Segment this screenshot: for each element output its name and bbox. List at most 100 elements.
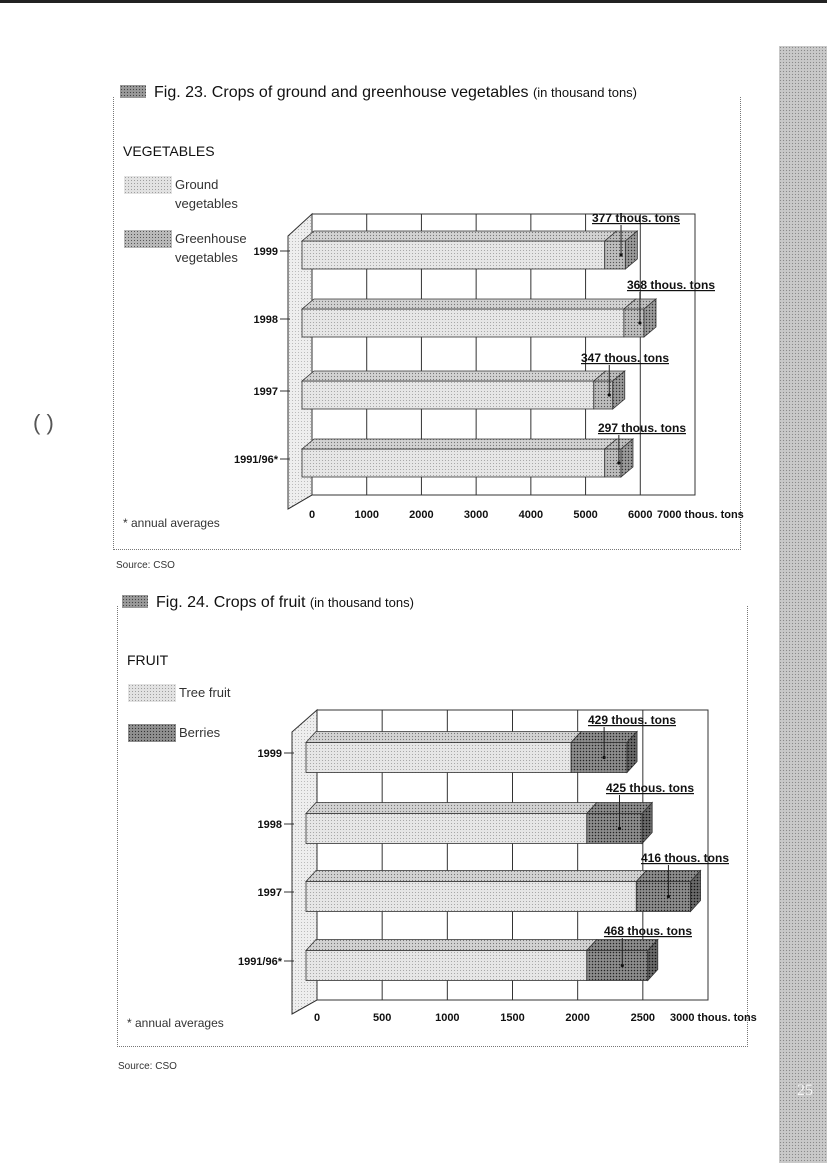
fig24-tick-label: 1000 bbox=[435, 1012, 459, 1024]
fig23-tick-label: 4000 bbox=[519, 509, 543, 521]
fig24-bar-side bbox=[647, 938, 659, 982]
fig23-floor-edge bbox=[287, 494, 313, 510]
fig23-tick-label: 5000 bbox=[573, 509, 597, 521]
fig24-tick-label: 1500 bbox=[500, 1012, 524, 1024]
fig23-legend-ground: Ground vegetables bbox=[123, 175, 255, 213]
fig23-bar-top-a bbox=[300, 370, 607, 382]
fig23-bar-side bbox=[620, 438, 634, 478]
fig24-annotation: 416 thous. tons bbox=[641, 851, 729, 865]
fig24-tick-label: 500 bbox=[373, 1012, 391, 1024]
fig23-source: Source: CSO bbox=[116, 560, 175, 571]
fig24-category-label: 1999 bbox=[258, 748, 282, 760]
fig23-bar-side bbox=[624, 230, 638, 270]
fig23-bar-ground-vegetables bbox=[301, 240, 606, 270]
fig24-legend-tree-label: Tree fruit bbox=[179, 685, 231, 700]
fig24-tick-label: 2500 bbox=[631, 1012, 655, 1024]
fig23-annotation: 368 thous. tons bbox=[627, 278, 715, 292]
fig23-annotation-dot bbox=[607, 393, 611, 397]
fig24-tick-label: 2000 bbox=[565, 1012, 589, 1024]
fig23-legend-greenhouse-label: Greenhouse vegetables bbox=[175, 231, 247, 265]
fig23-unit: (in thousand tons) bbox=[532, 85, 638, 100]
fig23-bar-ground-vegetables bbox=[301, 380, 595, 410]
fig24-frame bbox=[117, 606, 748, 1047]
fig23-annotation: 297 thous. tons bbox=[598, 421, 686, 435]
fig23-category-label: 1997 bbox=[254, 386, 278, 398]
fig24-annotation-dot bbox=[620, 963, 624, 968]
fig23-annotation-dot bbox=[619, 253, 623, 257]
fig24-category-label: 1991/96* bbox=[238, 956, 283, 968]
fig23-tick-label: 7000 thous. tons bbox=[657, 509, 744, 521]
fig23-category-label: 1998 bbox=[254, 314, 278, 326]
fig24-bar-tree-fruit bbox=[305, 881, 637, 912]
fig23-bar-side bbox=[643, 298, 657, 338]
fig23-chart: 0 1000 2000 3000 4000 5000 6000 7000 thous. ton… bbox=[234, 211, 744, 521]
fig23-annotation-dot bbox=[638, 321, 642, 325]
fig23-legend-ground-swatch bbox=[123, 175, 173, 195]
fig24-bar-side bbox=[690, 869, 701, 913]
fig23-tick-label: 3000 bbox=[464, 509, 488, 521]
fig24-bar-berries bbox=[586, 813, 643, 844]
fig24-category-title: FRUIT bbox=[127, 652, 169, 668]
fig23-legend-greenhouse-swatch bbox=[123, 229, 173, 249]
fig23-bar-side bbox=[612, 370, 626, 410]
fig24-legend-berries-label: Berries bbox=[179, 725, 221, 740]
fig24-floor-edge bbox=[291, 999, 318, 1015]
fig24-label: Fig. 24. Crops of fruit bbox=[156, 594, 306, 611]
fig24-bar-berries bbox=[635, 881, 691, 912]
fig24-bar-berries bbox=[586, 950, 649, 981]
fig24-bar-side bbox=[641, 801, 653, 845]
fig24-tick-label: 0 bbox=[314, 1012, 320, 1024]
fig24-bar-berries bbox=[570, 742, 628, 773]
fig24-bar-top-a bbox=[305, 870, 648, 882]
fig23-bar-ground-vegetables bbox=[301, 448, 606, 478]
fig23-tick-label: 0 bbox=[309, 509, 315, 521]
fig23-title: Fig. 23. Crops of ground and greenhouse … bbox=[120, 84, 637, 102]
fig23-bar-ground-vegetables bbox=[301, 308, 625, 338]
fig23-label: Fig. 23. Crops of ground and greenhouse … bbox=[154, 84, 529, 101]
fig24-annotation-dot bbox=[602, 755, 606, 760]
fig24-annotation-dot bbox=[666, 894, 671, 899]
fig24-annotation: 468 thous. tons bbox=[604, 924, 692, 938]
margin-bracket-left: ( ) bbox=[33, 410, 54, 435]
fig24-unit: (in thousand tons) bbox=[309, 595, 414, 610]
fig24-bar-tree-fruit bbox=[305, 813, 588, 844]
fig24-bar-tree-fruit bbox=[305, 950, 588, 981]
fig24-category-label: 1998 bbox=[258, 819, 282, 831]
side-strip bbox=[779, 46, 827, 1163]
fig24-bar-top-a bbox=[305, 802, 598, 814]
fig23-bar-top-a bbox=[300, 438, 618, 450]
fig23-annotation: 347 thous. tons bbox=[581, 351, 669, 365]
fig24-footnote: * annual averages bbox=[127, 1016, 224, 1030]
fig24-bar-top-a bbox=[305, 939, 598, 951]
fig23-frame bbox=[113, 97, 741, 550]
fig23-category-title: VEGETABLES bbox=[123, 143, 215, 159]
fig23-bar-top-a bbox=[300, 230, 618, 242]
top-rule bbox=[0, 0, 827, 3]
fig23-annotation-dot bbox=[617, 461, 621, 465]
fig23-tick-label: 2000 bbox=[409, 509, 433, 521]
fig24-category-label: 1997 bbox=[258, 887, 282, 899]
fig23-bar-top-a bbox=[300, 298, 637, 310]
fig24-bar-side bbox=[626, 730, 638, 774]
fig23-legend-greenhouse: Greenhouse vegetables bbox=[123, 229, 255, 267]
fig23-category-label: 1999 bbox=[254, 246, 278, 258]
fig24-source: Source: CSO bbox=[118, 1061, 177, 1072]
fig24-legend-tree-swatch bbox=[127, 683, 177, 703]
fig23-annotation: 377 thous. tons bbox=[592, 211, 680, 225]
fig23-footnote: * annual averages bbox=[123, 516, 220, 530]
fig23-category-label: 1991/96* bbox=[234, 454, 279, 466]
fig23-tick-label: 1000 bbox=[354, 509, 378, 521]
fig23-plot-frame bbox=[311, 213, 696, 496]
fig23-legend-ground-label: Ground vegetables bbox=[175, 177, 238, 211]
fig24-bar-top-a bbox=[305, 731, 583, 743]
fig24-bar-tree-fruit bbox=[305, 742, 572, 773]
fig24-annotation: 429 thous. tons bbox=[588, 713, 676, 727]
fig24-legend-tree: Tree fruit bbox=[127, 683, 259, 703]
fig23-tick-label: 6000 bbox=[628, 509, 652, 521]
fig23-title-marker bbox=[120, 85, 146, 98]
fig24-annotation: 425 thous. tons bbox=[606, 781, 694, 795]
page-number: 25 bbox=[797, 1082, 813, 1099]
fig24-annotation-dot bbox=[617, 826, 622, 831]
fig24-title: Fig. 24. Crops of fruit (in thousand ton… bbox=[122, 594, 414, 612]
